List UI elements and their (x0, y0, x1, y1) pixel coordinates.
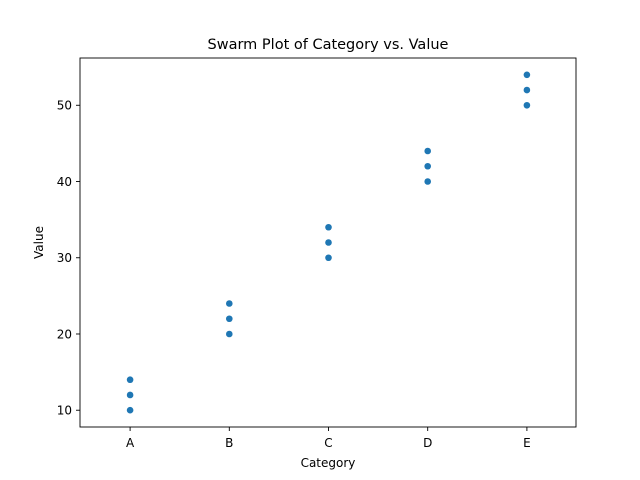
data-point-D-42 (424, 162, 432, 170)
x-axis-label: Category (301, 456, 356, 470)
data-point-A-10 (126, 406, 134, 414)
data-point-B-24 (226, 300, 233, 307)
y-tick-label: 30 (57, 251, 72, 265)
data-point-D-44 (424, 147, 432, 155)
x-tick-label: A (126, 436, 135, 450)
data-point-B-22 (226, 315, 233, 323)
y-axis-label: Value (32, 226, 46, 259)
x-tick-label: C (324, 436, 332, 450)
data-points (126, 71, 531, 414)
data-point-E-50 (523, 101, 531, 109)
data-point-C-30 (325, 254, 332, 262)
chart-title: Swarm Plot of Category vs. Value (208, 37, 449, 53)
data-point-A-14 (126, 376, 134, 384)
data-point-A-12 (126, 391, 134, 399)
y-tick-label: 20 (57, 327, 72, 341)
x-tick-label: B (225, 436, 233, 450)
y-tick-label: 40 (57, 175, 72, 189)
data-point-D-40 (424, 178, 432, 185)
axes-frame (79, 57, 577, 428)
x-axis: A B C D E (126, 427, 531, 450)
x-tick-label: E (523, 436, 531, 450)
x-tick-label: D (423, 436, 432, 450)
plot-area: A B C D E 10 20 30 40 50 (57, 57, 577, 450)
y-tick-label: 10 (57, 404, 72, 418)
data-point-C-32 (325, 239, 332, 246)
y-axis: 10 20 30 40 50 (57, 99, 80, 418)
y-tick-label: 50 (57, 99, 72, 113)
data-point-B-20 (226, 330, 233, 338)
data-point-C-34 (325, 223, 332, 231)
data-point-E-52 (523, 86, 531, 94)
data-point-E-54 (523, 71, 531, 79)
